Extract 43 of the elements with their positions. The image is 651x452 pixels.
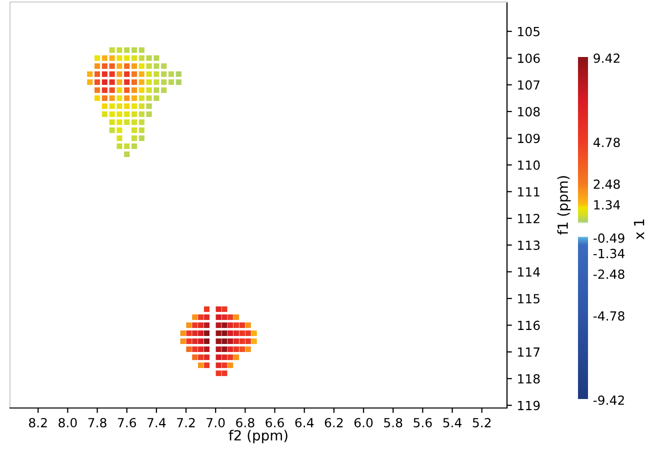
y-tick-label: 111 xyxy=(518,187,540,196)
y-tick-label: 117 xyxy=(518,348,540,357)
y-tick-label: 108 xyxy=(518,106,540,116)
x-tick-label: 7.0 xyxy=(206,418,225,428)
color-bar-label: -2.48 xyxy=(593,269,624,279)
y-tick-label: 105 xyxy=(518,26,540,36)
color-bar-label: -0.49 xyxy=(593,233,624,243)
color-bar-title: x 1 xyxy=(634,220,644,240)
x-tick-label: 6.8 xyxy=(236,418,254,428)
x-tick-label: 5.2 xyxy=(472,418,491,428)
y-tick-label: 116 xyxy=(518,320,540,330)
y-tick-label: 107 xyxy=(518,80,540,90)
y-tick-label: 109 xyxy=(518,134,540,144)
x-tick-label: 6.4 xyxy=(295,418,314,428)
y-tick-label: 106 xyxy=(518,54,540,64)
y-axis-title: f1 (ppm) xyxy=(557,176,571,235)
y-tick-label: 115 xyxy=(518,294,540,304)
x-tick-label: 6.6 xyxy=(266,418,284,428)
color-bar-label: 1.34 xyxy=(594,200,620,210)
x-tick-label: 7.4 xyxy=(148,418,166,428)
y-tick-label: 110 xyxy=(518,160,540,170)
x-tick-label: 6.0 xyxy=(354,418,373,428)
x-tick-label: 7.8 xyxy=(88,418,106,428)
x-tick-label: 8.0 xyxy=(58,418,77,428)
x-tick-label: 5.6 xyxy=(414,418,432,428)
y-tick-label: 118 xyxy=(518,374,540,384)
color-bar-label: 9.42 xyxy=(594,53,620,63)
x-tick-label: 7.2 xyxy=(177,418,195,428)
color-bar-label: -9.42 xyxy=(593,395,624,405)
y-tick-label: 113 xyxy=(518,240,540,250)
y-tick-label: 112 xyxy=(518,214,540,224)
y-tick-label: 119 xyxy=(518,400,540,410)
x-tick-label: 7.6 xyxy=(118,418,136,428)
x-tick-label: 6.2 xyxy=(324,418,343,428)
x-axis-title: f2 (ppm) xyxy=(228,430,288,444)
color-bar-label: -4.78 xyxy=(593,311,624,321)
x-tick-label: 5.4 xyxy=(443,418,462,428)
x-tick-label: 5.8 xyxy=(384,418,402,428)
color-bar-label: 2.48 xyxy=(594,179,620,189)
color-bar-label: -1.34 xyxy=(593,248,625,258)
x-tick-label: 8.2 xyxy=(29,418,47,428)
color-bar-label: 4.78 xyxy=(593,138,620,148)
y-tick-label: 114 xyxy=(518,267,540,277)
